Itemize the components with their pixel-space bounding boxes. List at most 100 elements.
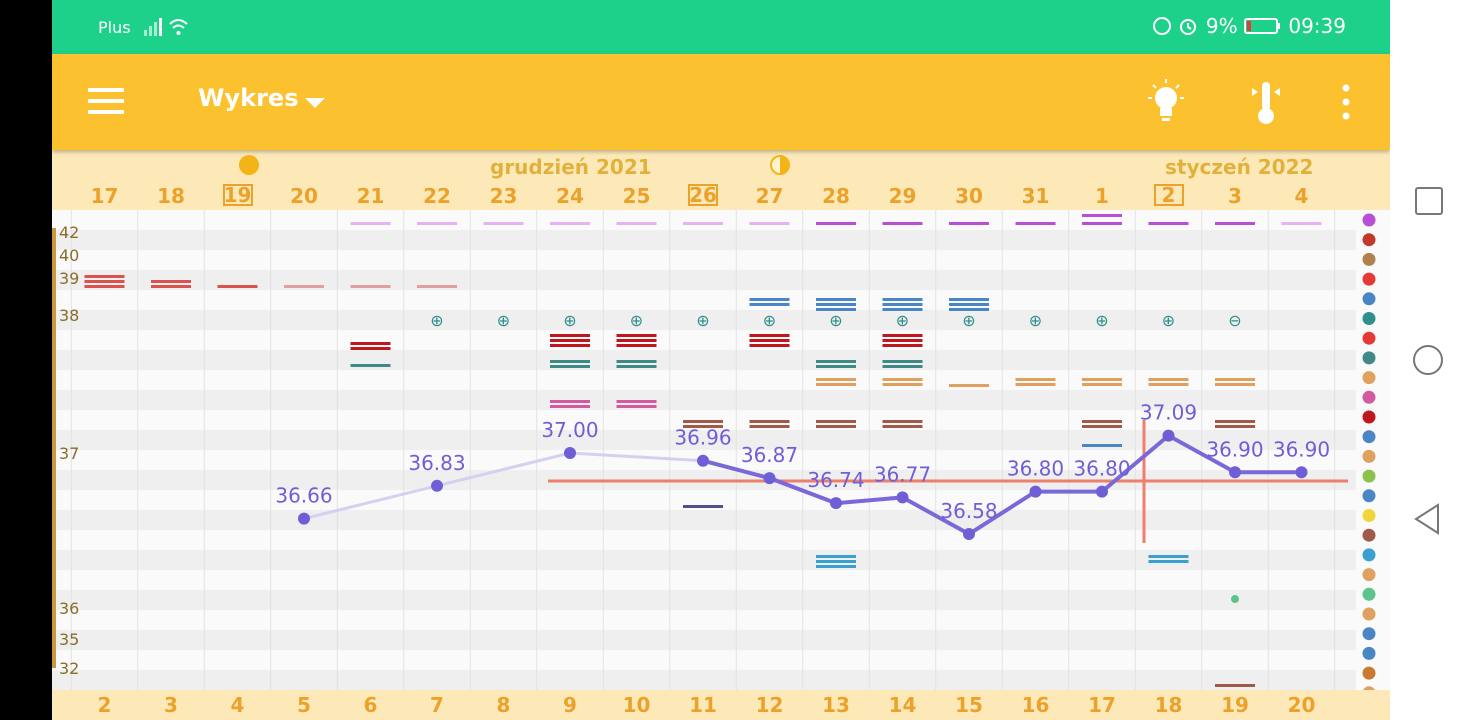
observation-bar [1082, 222, 1122, 225]
temp-line [702, 433, 1302, 537]
observation-bar [1082, 420, 1122, 423]
thermometer-icon[interactable] [1248, 78, 1284, 126]
observation-bar [749, 420, 790, 423]
observation-bar [417, 222, 457, 225]
observation-bar [350, 285, 391, 288]
observation-bar [882, 378, 923, 381]
cycle-day-label: 2 [97, 693, 112, 717]
observation-bar [949, 222, 989, 225]
observation-bar [483, 222, 524, 225]
lightbulb-icon[interactable] [1144, 78, 1188, 126]
temp-point [963, 528, 975, 541]
observation-bar [749, 222, 790, 225]
cycle-day-label: 13 [822, 693, 850, 717]
screen-title[interactable]: Wykres [198, 84, 299, 112]
legend-symbol-icon [1362, 449, 1376, 463]
observation-bar [84, 280, 125, 283]
intercourse-marker: ⊖ [1228, 311, 1241, 330]
dropdown-arrow-icon[interactable] [304, 96, 326, 110]
temp-point-label: 37.00 [541, 418, 598, 442]
row-band [52, 510, 1356, 530]
observation-bar [616, 360, 657, 363]
temp-point [298, 512, 310, 525]
legend-symbol-icon [1362, 331, 1376, 345]
temp-point [1295, 466, 1308, 479]
dot-marker [1231, 595, 1239, 603]
observation-bar [1015, 383, 1056, 386]
observation-bar [882, 383, 923, 386]
temp-point [1229, 466, 1241, 479]
menu-icon[interactable] [88, 86, 126, 116]
observation-bar [749, 425, 790, 428]
temp-point-label: 36.80 [1007, 457, 1064, 481]
cycle-day-label: 11 [689, 693, 717, 717]
observation-bar [816, 560, 856, 563]
observation-bar [1148, 560, 1189, 563]
observation-bar [816, 383, 856, 386]
observation-bar [1015, 378, 1056, 381]
cycle-day-label: 3 [164, 693, 178, 717]
observation-bar [882, 303, 923, 306]
status-right: 9% 09:39 [1152, 14, 1346, 38]
row-band [52, 670, 1356, 690]
observation-bar [550, 360, 590, 363]
observation-bar [1082, 214, 1122, 217]
observation-bar [882, 222, 923, 225]
system-nav-bar [1390, 0, 1466, 720]
observation-bar [1082, 444, 1122, 447]
axis-tick-label: 42 [59, 223, 79, 242]
day-label: 17 [90, 184, 119, 208]
legend-symbol-icon [1362, 410, 1376, 424]
temp-point [1029, 485, 1042, 498]
observation-bar [1215, 684, 1255, 687]
app-root: Plus 9% 09:39 [52, 0, 1390, 720]
temp-point [763, 472, 776, 485]
temp-point-label: 36.87 [741, 443, 798, 467]
legend-symbol-icon [1362, 430, 1376, 444]
temp-point-label: 36.66 [275, 484, 332, 508]
intercourse-marker: ⊕ [696, 311, 709, 330]
day-label: 29 [888, 184, 917, 208]
temp-point [431, 479, 443, 492]
legend-symbol-icon [1362, 607, 1376, 621]
day-label: 28 [822, 184, 850, 208]
observation-bar [683, 420, 723, 423]
legend-symbol-icon [1362, 548, 1376, 562]
legend-symbol-icon [1362, 213, 1376, 227]
half-moon-icon [770, 155, 790, 175]
observation-bar [749, 303, 790, 306]
observation-bar [816, 222, 856, 225]
home-icon[interactable] [1412, 344, 1444, 376]
chart-area[interactable]: 42 40 39 38 37 36 35 32 ⊕ ⊕ ⊕ ⊕ ⊕ ⊕ ⊕ ⊕ ⊕ ⊕ ⊕ ⊕ ⊖ 36.66 36.83 3… [52, 210, 1390, 690]
observation-bar [1082, 425, 1122, 428]
observation-bar [151, 280, 191, 283]
observation-bar [882, 339, 923, 342]
observation-bar [1015, 222, 1056, 225]
battery-icon [1244, 18, 1280, 34]
cycle-day-label: 15 [955, 693, 983, 717]
day-label: 3 [1228, 184, 1242, 208]
axis-tick-label: 35 [59, 630, 79, 649]
temp-point-label: 36.90 [1273, 437, 1330, 461]
cycle-day-label: 20 [1287, 693, 1316, 717]
row-band [52, 350, 1356, 370]
observation-bar [882, 344, 923, 347]
cycle-day-label: 14 [888, 693, 917, 717]
day-label: 22 [423, 184, 451, 208]
recent-apps-icon[interactable] [1414, 186, 1444, 216]
intercourse-marker: ⊕ [630, 311, 643, 330]
back-icon[interactable] [1412, 502, 1442, 536]
more-vert-icon[interactable] [1340, 84, 1352, 120]
legend-symbol-icon [1362, 509, 1376, 522]
intercourse-marker: ⊕ [896, 311, 909, 330]
temp-point-label: 36.80 [1073, 457, 1130, 481]
observation-bar [1148, 222, 1189, 225]
temperature-chart[interactable]: 42 40 39 38 37 36 35 32 ⊕ ⊕ ⊕ ⊕ ⊕ ⊕ ⊕ ⊕ ⊕ ⊕ ⊕ ⊕ ⊖ 36.66 36.83 3… [52, 210, 1390, 690]
axis-tick-label: 37 [59, 444, 79, 463]
observation-bar [683, 505, 723, 508]
observation-bar [683, 222, 723, 225]
row-band [52, 390, 1356, 410]
cycle-day-label: 8 [496, 693, 511, 717]
observation-bar [816, 420, 856, 423]
legend-symbol-icon [1362, 568, 1376, 582]
